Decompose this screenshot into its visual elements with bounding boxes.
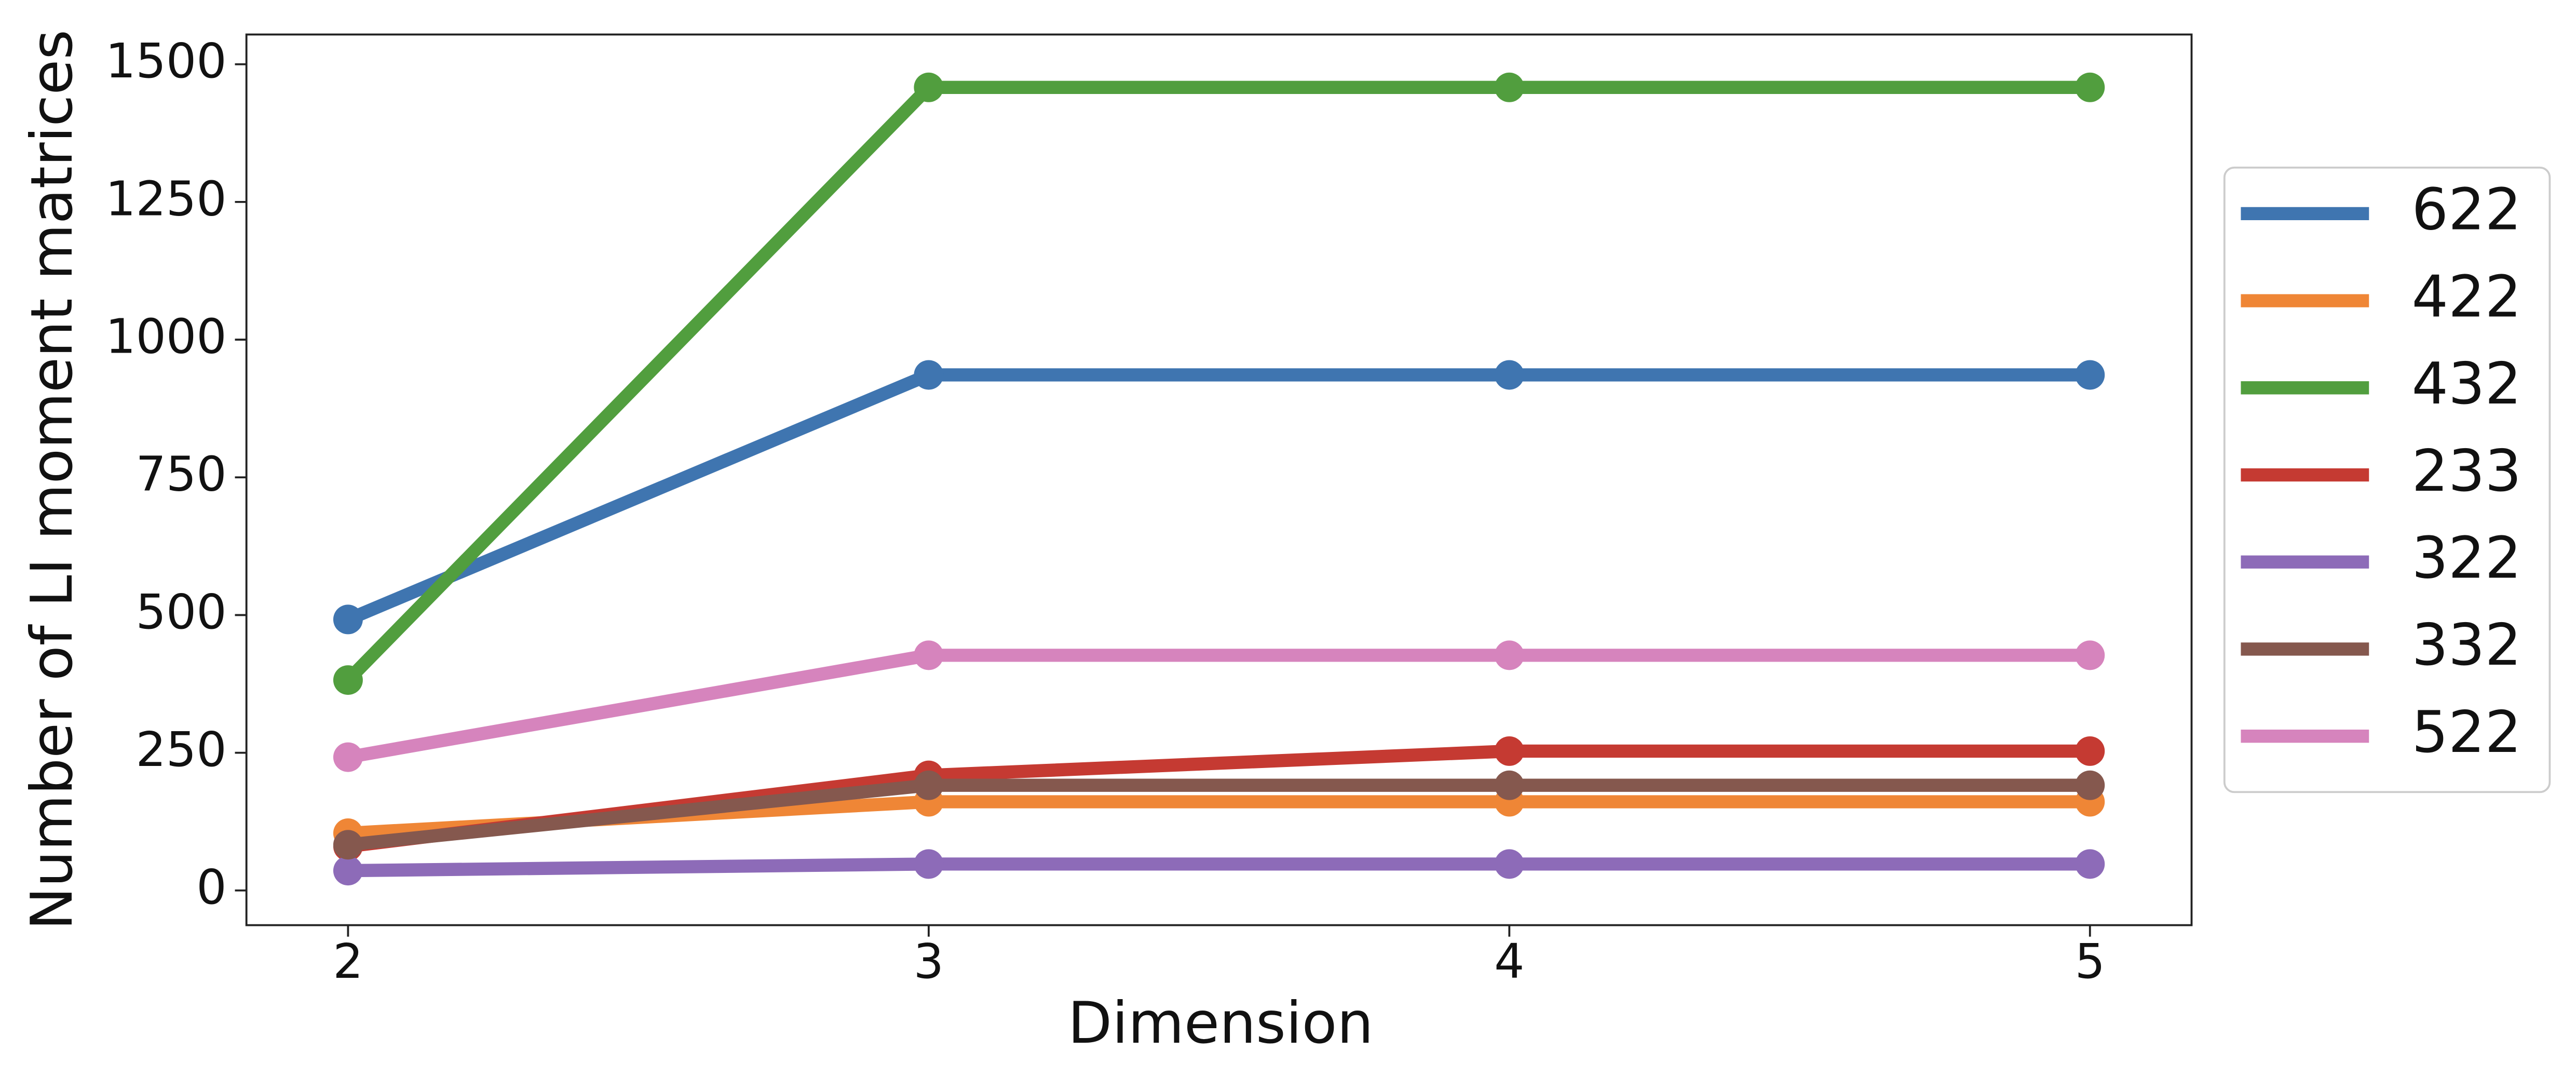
y-tick-label: 0: [196, 859, 226, 915]
x-tick-label: 3: [914, 934, 944, 989]
y-tick-label: 1500: [105, 33, 227, 89]
data-point: [914, 360, 944, 390]
data-point: [333, 856, 363, 886]
x-tick-label: 5: [2075, 934, 2105, 989]
legend-label: 322: [2412, 525, 2521, 592]
data-point: [333, 665, 363, 695]
y-axis-label: Number of LI moment matrices: [19, 30, 86, 930]
legend-frame: [2223, 166, 2551, 793]
legend-label: 332: [2412, 612, 2521, 679]
data-point: [1494, 770, 1524, 800]
y-tick-label: 1000: [105, 308, 227, 364]
legend-label: 432: [2412, 351, 2521, 418]
series-line: [347, 649, 2090, 764]
series-line: [345, 368, 2090, 626]
y-tick-label: 1250: [105, 171, 227, 226]
data-point: [1494, 640, 1524, 670]
data-point: [914, 72, 944, 102]
data-point: [914, 770, 944, 800]
data-point: [333, 830, 363, 860]
data-point: [1494, 849, 1524, 879]
series-line: [348, 857, 2090, 878]
y-tick-label: 500: [136, 584, 227, 640]
data-point: [1494, 360, 1524, 390]
legend-label: 622: [2412, 177, 2521, 244]
series-line: [347, 778, 2090, 852]
data-point: [2075, 360, 2105, 390]
data-point: [2075, 72, 2105, 102]
data-point: [2075, 736, 2105, 766]
plot-frame: [245, 33, 2193, 926]
data-point: [1494, 736, 1524, 766]
x-tick-label: 2: [333, 934, 363, 989]
data-point: [1494, 72, 1524, 102]
data-point: [333, 742, 363, 772]
data-point: [2075, 770, 2105, 800]
legend-label: 422: [2412, 263, 2521, 330]
legend-label: 233: [2412, 438, 2521, 505]
series-line: [343, 80, 2090, 685]
data-point: [914, 640, 944, 670]
legend: 622 422 432 233 322 332 522: [2223, 166, 2551, 793]
data-point: [914, 849, 944, 879]
x-axis-label: Dimension: [1068, 990, 1374, 1057]
data-point: [333, 604, 363, 635]
data-point: [2075, 849, 2105, 879]
y-tick-label: 750: [136, 447, 227, 502]
data-point: [2075, 640, 2105, 670]
legend-label: 522: [2412, 699, 2521, 766]
x-tick-label: 4: [1494, 934, 1524, 989]
y-tick-label: 250: [136, 722, 227, 777]
